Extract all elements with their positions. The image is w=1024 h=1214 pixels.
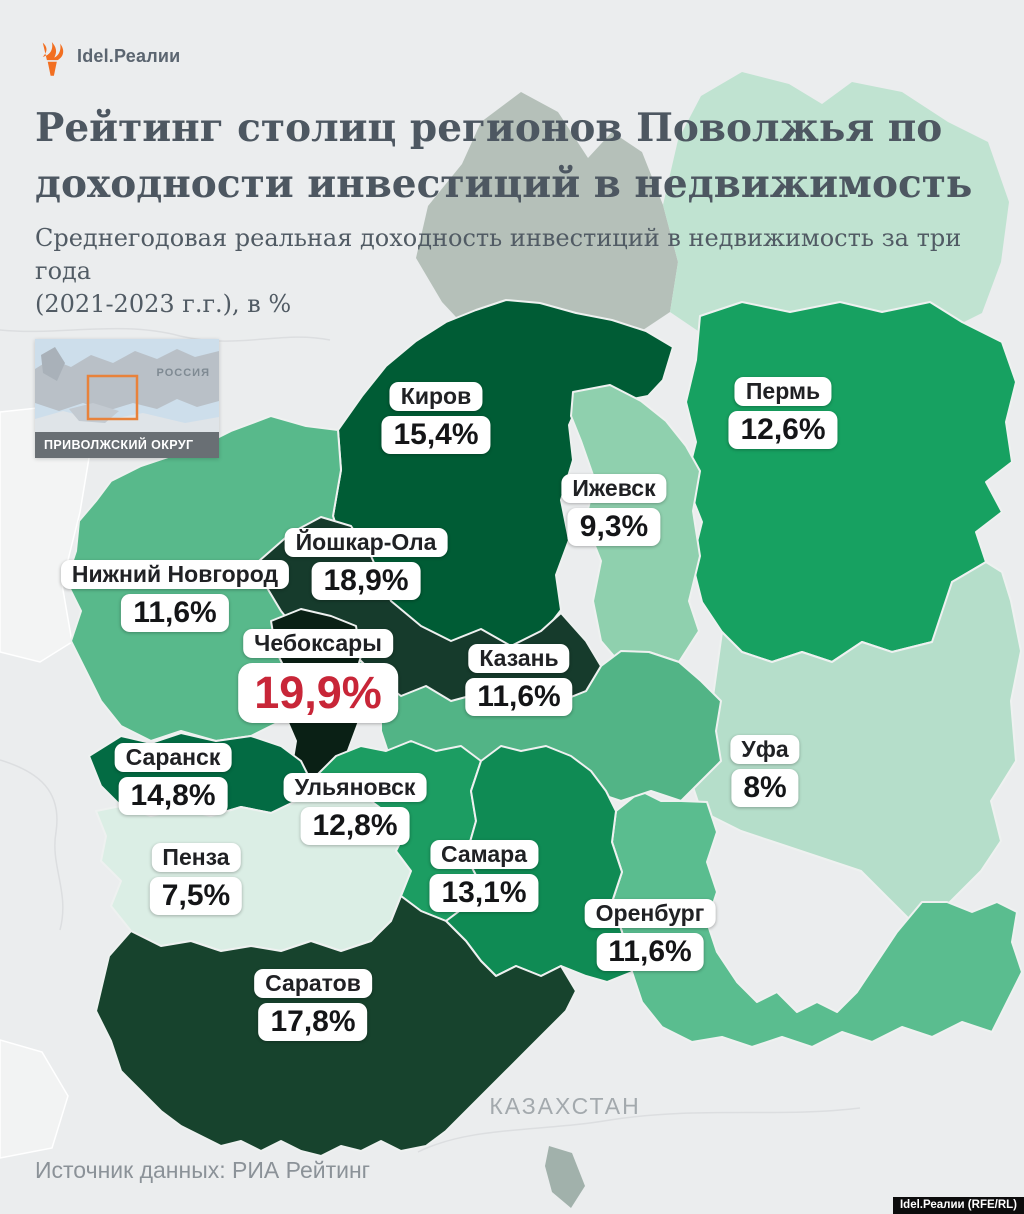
inset-locator: РОССИЯ ПРИВОЛЖСКИЙ ОКРУГ (35, 339, 219, 458)
region-value: 12,6% (728, 411, 838, 449)
region-city-name: Ижевск (561, 474, 667, 503)
region-value: 7,5% (149, 877, 243, 915)
inset-district-label: ПРИВОЛЖСКИЙ ОКРУГ (35, 432, 219, 458)
region-value: 17,8% (258, 1003, 368, 1041)
region-value: 13,1% (429, 874, 539, 912)
credit-badge: Idel.Реалии (RFE/RL) (892, 1197, 1024, 1214)
bg-border-line (0, 759, 64, 931)
region-city-name: Киров (389, 382, 483, 411)
region-value: 11,6% (596, 933, 704, 971)
region-city-name: Йошкар-Ола (284, 528, 448, 557)
logo-text: Idel.Реалии (77, 45, 181, 66)
bg-landmass-a (416, 92, 678, 334)
region-label-penza: Пенза 7,5% (149, 843, 243, 915)
subtitle-line-1: Среднегодовая реальная доходность инвест… (35, 224, 962, 285)
region-label-saransk: Саранск 14,8% (114, 743, 232, 815)
region-city-name: Ульяновск (283, 773, 427, 802)
region-label-ufa: Уфа 8% (730, 735, 800, 807)
region-value: 14,8% (118, 777, 228, 815)
region-city-name: Саратов (254, 969, 372, 998)
neighbor-country-label: КАЗАХСТАН (489, 1093, 641, 1119)
bg-neighbor-southwest (0, 1039, 69, 1159)
title-line-2: доходности инвестиций в недвижимость (35, 161, 973, 207)
region-value: 9,3% (567, 508, 661, 546)
region-value: 18,9% (311, 562, 421, 600)
region-city-name: Уфа (730, 735, 800, 764)
title-line-1: Рейтинг столиц регионов Поволжья по (35, 105, 943, 151)
bg-border-line (417, 1107, 861, 1153)
region-value: 12,8% (300, 807, 410, 845)
region-label-kazan: Казань 11,6% (465, 644, 573, 716)
inset-country-label: РОССИЯ (156, 367, 210, 379)
region-value: 11,6% (465, 678, 573, 716)
russia-minimap (35, 339, 219, 432)
inset-map: РОССИЯ (35, 339, 219, 432)
region-label-izhevsk: Ижевск 9,3% (561, 474, 667, 546)
region-label-orenburg: Оренбург 11,6% (584, 899, 716, 971)
region-city-name: Нижний Новгород (60, 560, 290, 589)
region-label-yoshkar_ola: Йошкар-Ола 18,9% (284, 528, 448, 600)
torch-icon (42, 41, 64, 76)
region-city-name: Оренбург (584, 899, 716, 928)
page-title: Рейтинг столиц регионов Поволжья по дохо… (35, 100, 985, 212)
bg-border-line (0, 327, 331, 342)
region-label-ulyanovsk: Ульяновск 12,8% (283, 773, 427, 845)
inset-highlight-rect (86, 374, 139, 421)
region-label-perm: Пермь 12,6% (728, 377, 838, 449)
region-label-nizhny_novgorod: Нижний Новгород 11,6% (60, 560, 290, 632)
region-value: 19,9% (238, 663, 398, 723)
region-shape-saratov-tail (545, 1146, 585, 1208)
region-label-cheboksary: Чебоксары 19,9% (238, 629, 398, 723)
page-subtitle: Среднегодовая реальная доходность инвест… (35, 222, 975, 321)
region-value: 11,6% (121, 594, 229, 632)
region-label-saratov: Саратов 17,8% (254, 969, 372, 1041)
region-city-name: Казань (468, 644, 570, 673)
subtitle-line-2: (2021-2023 г.г.), в % (35, 290, 292, 318)
region-city-name: Пермь (734, 377, 832, 406)
region-label-samara: Самара 13,1% (429, 840, 539, 912)
region-city-name: Саранск (114, 743, 232, 772)
region-city-name: Пенза (151, 843, 241, 872)
logo: Idel.Реалии (37, 34, 180, 78)
region-value: 8% (731, 769, 799, 807)
region-label-kirov: Киров 15,4% (381, 382, 491, 454)
bg-landmass-b (663, 72, 1009, 333)
region-shape-ufa (690, 561, 1022, 932)
source-note: Источник данных: РИА Рейтинг (35, 1157, 371, 1183)
region-city-name: Самара (429, 840, 539, 869)
region-value: 15,4% (381, 416, 491, 454)
region-city-name: Чебоксары (243, 629, 393, 658)
